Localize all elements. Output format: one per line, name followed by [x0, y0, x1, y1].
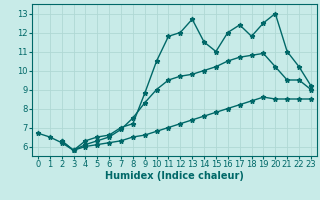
X-axis label: Humidex (Indice chaleur): Humidex (Indice chaleur)	[105, 171, 244, 181]
